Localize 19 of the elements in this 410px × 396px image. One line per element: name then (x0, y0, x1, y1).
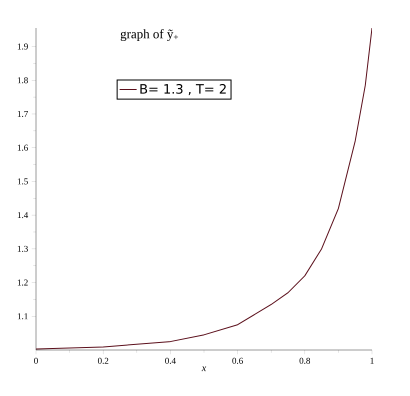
chart-title: graph of ỹ$_{+}$ (120, 29, 178, 42)
y-tick-label: 1.3 (18, 246, 28, 252)
x-tick-label: 0.8 (300, 358, 310, 364)
y-tick-label: 1.5 (18, 178, 28, 184)
line-series (36, 28, 372, 350)
y-tick-label: 1.8 (18, 77, 28, 84)
x-tick-label: 1 (370, 358, 374, 364)
y-tick-label: 1.1 (18, 313, 28, 320)
x-tick-label: 0 (34, 358, 38, 364)
legend-label: B= 1.3 , T= 2 (140, 84, 226, 96)
y-tick-label: 1.4 (18, 212, 28, 218)
y-tick-label: 1.9 (18, 44, 28, 50)
y-tick-label: 1.7 (18, 110, 28, 117)
x-axis-title: x (202, 366, 206, 372)
x-tick-label: 0.4 (165, 358, 176, 364)
x-tick-label: 0.2 (98, 358, 108, 364)
x-tick-label: 0.6 (232, 358, 243, 364)
y-tick-label: 1.6 (18, 144, 28, 151)
y-tick-label: 1.2 (18, 280, 28, 286)
